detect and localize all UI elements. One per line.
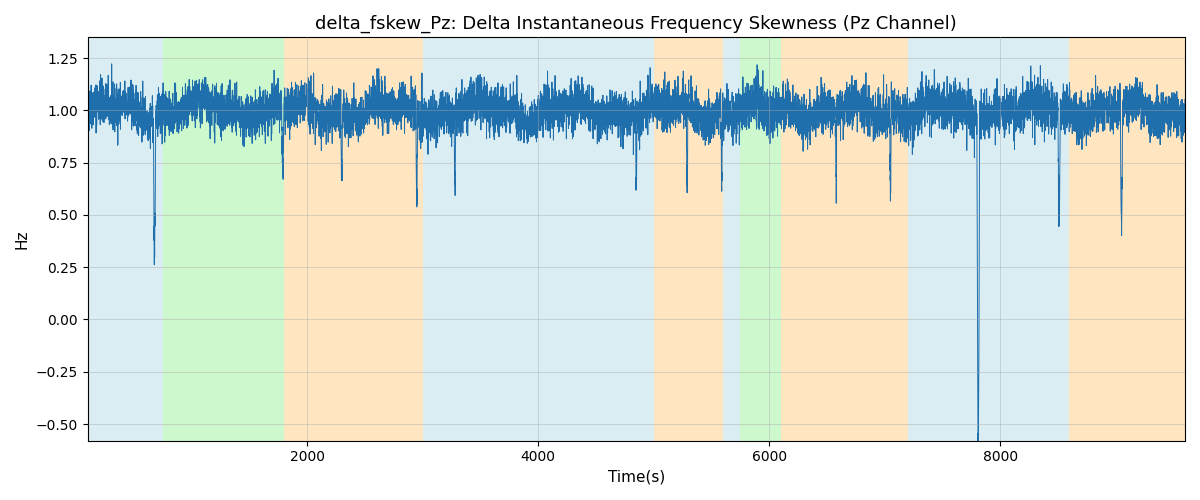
Y-axis label: Hz: Hz: [14, 230, 30, 249]
Bar: [907, 38, 966, 440]
Bar: [722, 38, 740, 440]
Bar: [284, 38, 422, 440]
Bar: [88, 38, 163, 440]
X-axis label: Time(s): Time(s): [607, 470, 665, 485]
Bar: [457, 38, 654, 440]
Bar: [1069, 38, 1186, 440]
Bar: [654, 38, 722, 440]
Bar: [740, 38, 781, 440]
Bar: [966, 38, 1069, 440]
Bar: [163, 38, 284, 440]
Bar: [422, 38, 457, 440]
Title: delta_fskew_Pz: Delta Instantaneous Frequency Skewness (Pz Channel): delta_fskew_Pz: Delta Instantaneous Freq…: [316, 15, 958, 34]
Bar: [781, 38, 907, 440]
